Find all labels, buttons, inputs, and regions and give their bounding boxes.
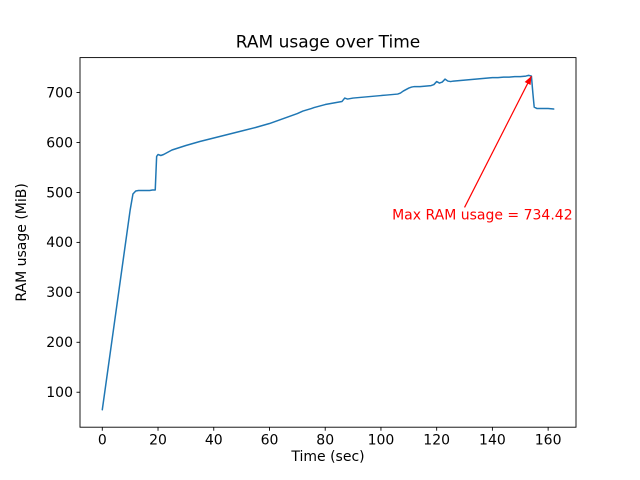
y-tick-label: 400 <box>46 235 73 251</box>
x-tick-label: 60 <box>261 433 279 449</box>
ram-usage-line <box>101 74 555 411</box>
chart-title: RAM usage over Time <box>236 33 420 53</box>
y-tick-label: 600 <box>46 135 73 151</box>
y-tick-label: 300 <box>46 285 73 301</box>
x-tick-label: 140 <box>479 433 506 449</box>
y-tick-label: 500 <box>46 185 73 201</box>
x-tick-label: 120 <box>423 433 450 449</box>
x-tick-label: 40 <box>205 433 223 449</box>
x-tick-label: 20 <box>149 433 167 449</box>
y-axis-label: RAM usage (MiB) <box>14 183 30 301</box>
x-tick-label: 0 <box>98 433 107 449</box>
annotation-text: Max RAM usage = 734.42 <box>392 207 573 223</box>
x-axis-label: Time (sec) <box>290 449 364 465</box>
y-tick-label: 100 <box>46 385 73 401</box>
plot-area <box>80 57 576 428</box>
annotation-arrow <box>464 75 532 208</box>
x-tick-label: 160 <box>535 433 562 449</box>
x-tick-label: 80 <box>316 433 334 449</box>
annotation-arrowhead <box>524 76 532 86</box>
y-tick-label: 200 <box>46 335 73 351</box>
y-tick-label: 700 <box>46 85 73 101</box>
x-tick-label: 100 <box>368 433 395 449</box>
